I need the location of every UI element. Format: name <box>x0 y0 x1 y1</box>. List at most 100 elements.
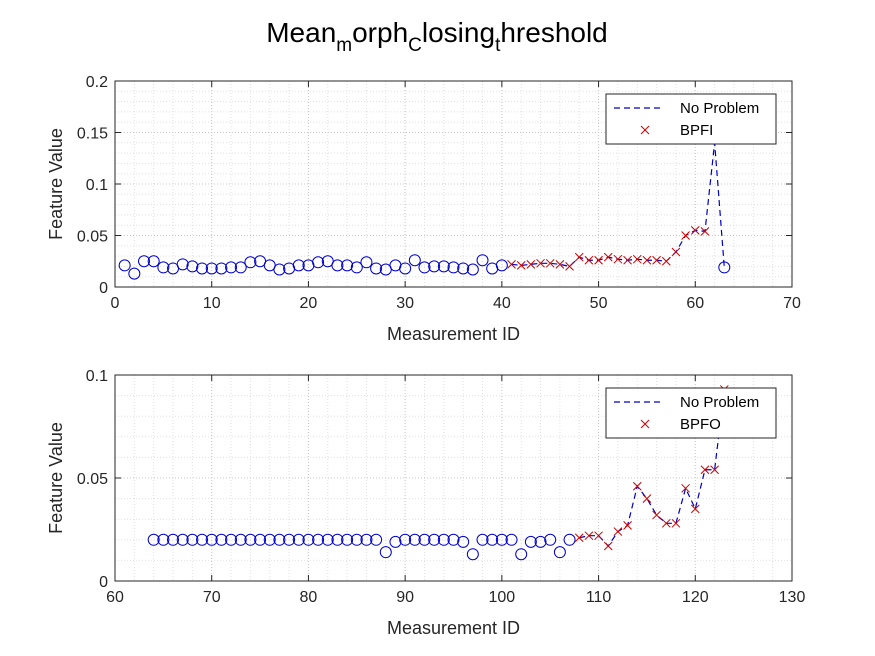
data-point-bpfi <box>526 259 536 269</box>
data-point-bpfo <box>700 465 710 475</box>
y-tick-label: 0 <box>99 574 108 591</box>
chart-title: MeanmorphClosingthreshold <box>266 17 608 56</box>
data-point-no-problem <box>244 533 257 546</box>
x-tick-label: 90 <box>396 589 414 606</box>
data-point-bpfi <box>574 252 584 262</box>
legend-box <box>605 93 777 145</box>
data-point-no-problem <box>466 548 479 561</box>
data-point-no-problem <box>389 535 402 548</box>
data-point-no-problem <box>534 535 547 548</box>
data-point-bpfi <box>652 255 661 265</box>
data-point-no-problem <box>205 262 218 275</box>
legend-label: BPFO <box>680 416 721 433</box>
data-point-no-problem <box>273 263 286 276</box>
data-point-no-problem <box>476 533 489 546</box>
x-tick-label: 80 <box>300 589 318 606</box>
data-point-bpfo <box>623 521 632 530</box>
x-tick-label: 70 <box>203 589 221 606</box>
data-point-no-problem <box>176 258 189 271</box>
y-tick-label: 0.2 <box>86 74 108 91</box>
data-point-bpfo <box>671 518 681 528</box>
data-point-no-problem <box>331 533 344 546</box>
data-point-no-problem <box>331 259 344 272</box>
data-point-bpfi <box>681 231 690 240</box>
data-point-no-problem <box>718 261 731 274</box>
data-point-no-problem <box>167 533 180 546</box>
data-point-no-problem <box>399 262 412 275</box>
data-point-no-problem <box>437 533 450 546</box>
plot-1: 0 10 20 30 40 50 60 70 0 0.05 0.1 0.15 0.2 Measuremen… <box>46 74 801 344</box>
data-point-no-problem <box>234 261 247 274</box>
title-part: losing <box>422 17 495 48</box>
data-point-no-problem <box>360 256 373 269</box>
legend-label: No Problem <box>680 100 759 117</box>
x-tick-label: 100 <box>489 589 516 606</box>
data-point-bpfo <box>710 465 719 475</box>
data-point-no-problem <box>302 533 315 546</box>
title-part: m <box>336 35 352 56</box>
data-point-no-problem <box>196 262 209 275</box>
x-tick-label: 60 <box>106 589 124 606</box>
data-point-no-problem <box>428 533 441 546</box>
data-point-bpfo <box>613 527 623 536</box>
data-point-no-problem <box>283 533 296 546</box>
data-point-no-problem <box>225 533 238 546</box>
data-point-bpfo <box>681 483 690 493</box>
x-tick-label: 60 <box>686 295 704 312</box>
x-tick-label: 70 <box>783 295 801 312</box>
data-point-bpfo <box>690 504 700 514</box>
data-point-no-problem <box>457 262 470 275</box>
x-tick-label: 40 <box>493 295 511 312</box>
legend-x-swatch <box>640 125 650 135</box>
data-point-no-problem <box>196 533 209 546</box>
data-point-bpfi <box>584 255 594 265</box>
data-point-no-problem <box>476 254 489 267</box>
data-point-no-problem <box>157 261 170 274</box>
data-point-bpfi <box>632 254 642 264</box>
data-point-bpfi <box>545 258 555 268</box>
data-point-bpfi <box>613 254 623 264</box>
x-tick-label: 120 <box>682 589 709 606</box>
data-point-bpfo <box>603 541 613 551</box>
data-point-no-problem <box>312 256 325 269</box>
x-tick-label: 0 <box>111 295 120 312</box>
data-point-no-problem <box>263 533 276 546</box>
data-point-no-problem <box>215 533 228 546</box>
data-point-bpfo <box>642 494 652 503</box>
data-point-no-problem <box>524 535 537 548</box>
data-point-no-problem <box>186 260 199 273</box>
data-point-bpfi <box>661 256 671 266</box>
data-point-no-problem <box>428 260 441 273</box>
data-point-no-problem <box>370 262 383 275</box>
data-point-bpfo <box>632 481 642 491</box>
data-point-no-problem <box>408 533 421 546</box>
y-tick-label: 0.1 <box>86 368 108 385</box>
plot-2: 60 70 80 90 100 110 120 130 0 0.05 0.1 Measurement … <box>46 368 805 638</box>
data-point-bpfi <box>565 262 574 271</box>
data-point-bpfi <box>700 227 710 236</box>
data-point-no-problem <box>147 533 160 546</box>
y-axis-label: Feature Value <box>46 128 66 240</box>
data-point-no-problem <box>408 254 421 267</box>
data-point-no-problem <box>292 533 305 546</box>
data-point-no-problem <box>447 261 460 274</box>
data-point-no-problem <box>205 533 218 546</box>
data-point-bpfo <box>584 531 594 541</box>
data-point-no-problem <box>273 533 286 546</box>
y-tick-label: 0.1 <box>86 177 108 194</box>
data-point-bpfi <box>516 261 526 270</box>
data-point-no-problem <box>254 533 267 546</box>
y-axis-label: Feature Value <box>46 422 66 534</box>
data-point-no-problem <box>495 259 508 272</box>
data-point-no-problem <box>350 261 363 274</box>
title-part: orph <box>352 17 408 48</box>
data-point-no-problem <box>128 267 141 280</box>
x-tick-label: 110 <box>586 589 612 606</box>
data-point-no-problem <box>186 533 199 546</box>
data-point-no-problem <box>147 255 160 268</box>
legend-label: BPFI <box>680 122 713 139</box>
data-point-no-problem <box>370 533 383 546</box>
title-part: hreshold <box>500 17 607 48</box>
y-tick-label: 0.05 <box>77 471 108 488</box>
